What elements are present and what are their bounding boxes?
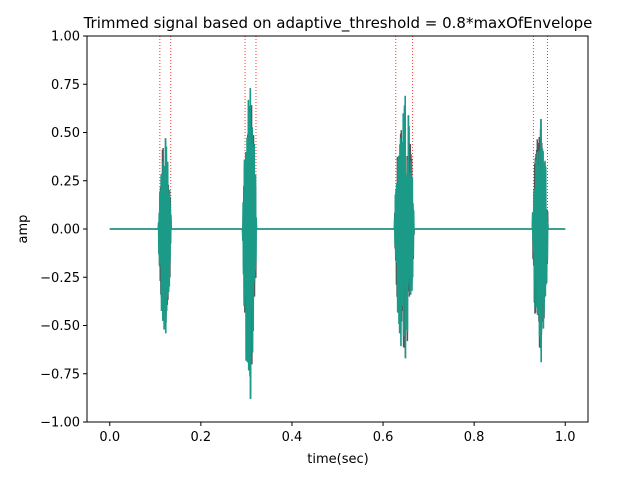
y-tick-label: −0.75 [40,367,80,382]
y-tick-label: −0.50 [40,319,80,334]
y-tick-label: 0.75 [51,78,80,93]
x-axis-label: time(sec) [307,452,368,467]
y-tick-label: −0.25 [40,271,80,286]
y-tick-label: 0.25 [51,174,80,189]
x-tick-label: 0.8 [464,430,485,445]
x-tick-label: 1.0 [555,430,576,445]
x-tick-label: 0.4 [282,430,303,445]
y-tick-label: 0.00 [51,223,80,238]
x-tick-label: 0.0 [99,430,120,445]
chart-title: Trimmed signal based on adaptive_thresho… [83,14,593,33]
y-axis-label: amp [16,215,31,244]
y-tick-label: 0.50 [51,126,80,141]
y-tick-label: 1.00 [51,30,80,45]
y-tick-label: −1.00 [40,416,80,431]
x-axis: 0.0 0.2 0.4 0.6 0.8 1.0 [99,422,576,445]
x-tick-label: 0.6 [373,430,394,445]
series-trimmed-line [109,88,566,399]
x-tick-label: 0.2 [191,430,212,445]
y-axis: −1.00 −0.75 −0.50 −0.25 0.00 0.25 0.50 0.75 1.00 [40,30,87,431]
plot-area [109,36,566,399]
